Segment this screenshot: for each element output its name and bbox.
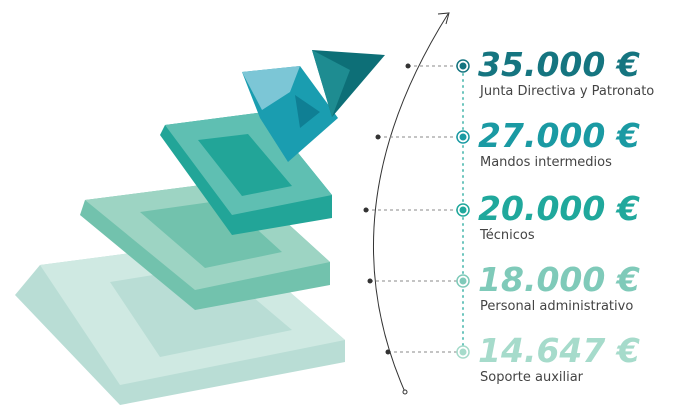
- marker-dot: [460, 349, 467, 356]
- curve-dot: [386, 350, 391, 355]
- curve-dot: [406, 64, 411, 69]
- marker-dot: [460, 134, 467, 141]
- label: Personal administrativo: [480, 299, 633, 314]
- amount: 35.000 €: [478, 45, 640, 84]
- label: Técnicos: [479, 228, 535, 243]
- label: Soporte auxiliar: [480, 370, 584, 385]
- decoration: [15, 50, 385, 405]
- arrow-curve: [373, 14, 448, 392]
- amount: 14.647 €: [478, 331, 640, 370]
- curve-dot: [364, 208, 369, 213]
- curve-dot: [376, 135, 381, 140]
- marker-dot: [460, 278, 467, 285]
- amount: 20.000 €: [478, 189, 640, 228]
- label: Mandos intermedios: [480, 155, 612, 170]
- infographic: 35.000 €Junta Directiva y Patronato 27.00…: [0, 0, 690, 417]
- curve-dot: [368, 279, 373, 284]
- arrow-tail: [403, 390, 407, 394]
- amount: 18.000 €: [478, 260, 640, 299]
- marker-dot: [460, 63, 467, 70]
- amount: 27.000 €: [478, 116, 640, 155]
- marker-dot: [460, 207, 467, 214]
- salary-list: 35.000 €Junta Directiva y Patronato 27.00…: [364, 45, 655, 385]
- label: Junta Directiva y Patronato: [479, 84, 654, 99]
